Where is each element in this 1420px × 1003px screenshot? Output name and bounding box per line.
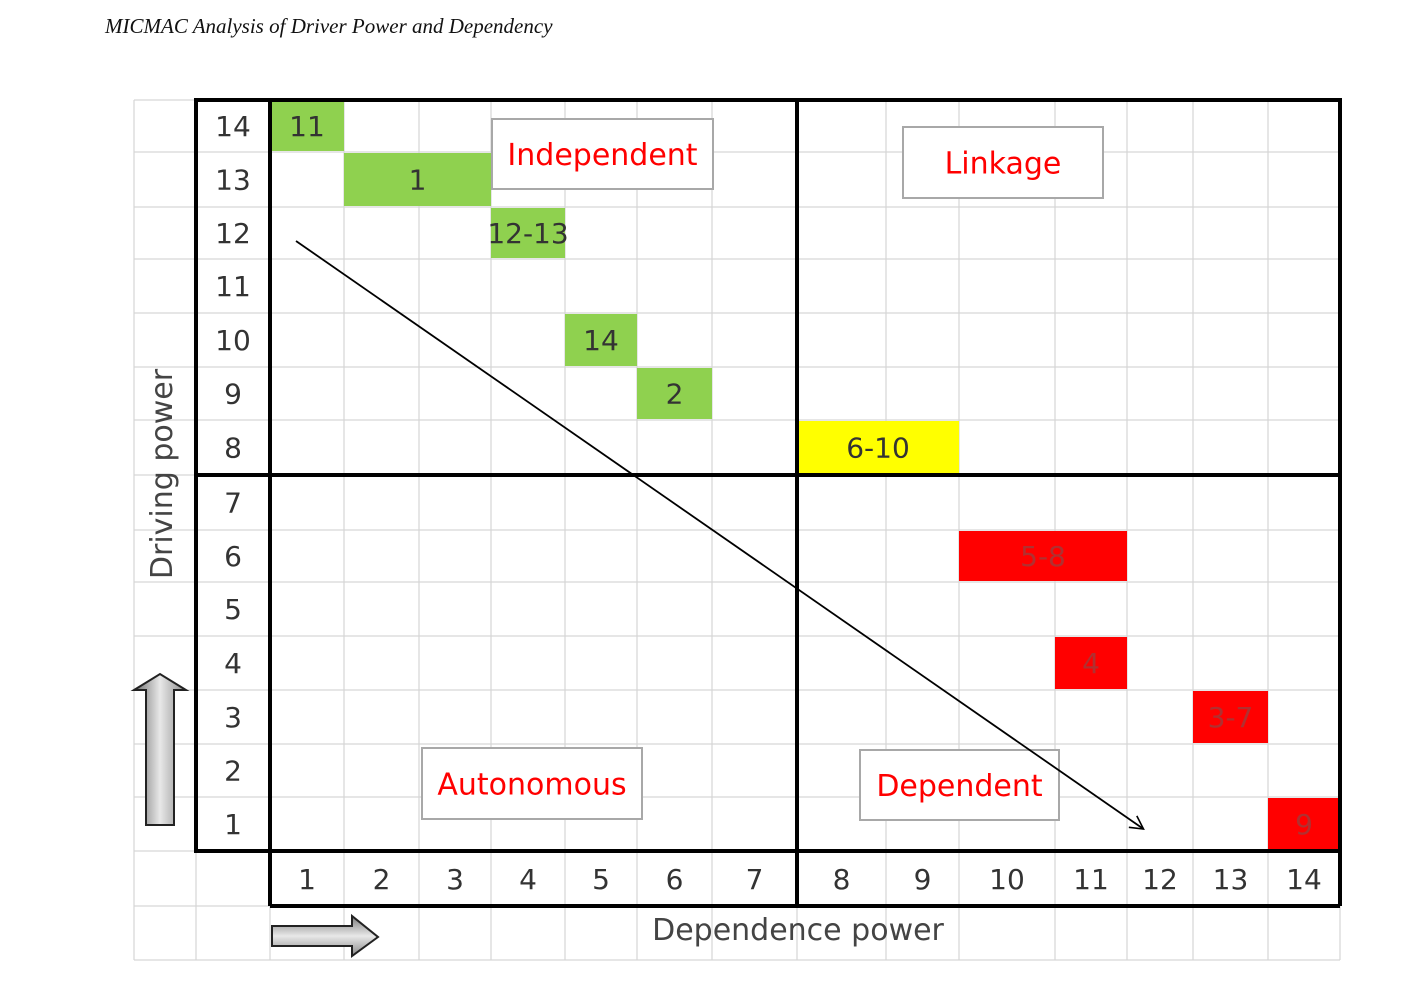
x-tick-label: 8 [833,863,851,896]
plot-frame [194,98,1342,908]
data-cell-6 [797,421,959,474]
y-tick-label: 9 [224,378,242,411]
data-cell-10 [1268,798,1340,850]
data-cell-5 [637,368,712,419]
x-tick-label: 3 [446,863,464,896]
quadrant-box-bottom-right [859,749,1060,821]
data-cell-1 [270,101,344,151]
data-cell-label-9: 3-7 [1208,701,1254,734]
y-tick-label: 4 [224,647,242,680]
x-tick-label: 4 [519,863,537,896]
quadrant-label-bottom-left: Autonomous [437,768,626,803]
grid-lines [133,99,1341,961]
quadrant-labels: Independent Linkage Autonomous Dependent [421,118,1104,821]
quadrant-label-top-right: Linkage [945,147,1062,182]
trend-arrow [295,240,1145,830]
y-tick-label: 13 [215,164,251,197]
y-tick-label: 12 [215,217,251,250]
y-axis-label: Driving power [145,368,180,579]
data-cell-2 [344,153,491,206]
data-cell-label-7: 5-8 [1020,540,1066,573]
data-cell-8 [1055,637,1127,689]
y-tick-label: 8 [224,432,242,465]
data-cell-label-8: 4 [1082,647,1100,680]
x-tick-label: 7 [746,863,764,896]
y-tick-label: 14 [215,110,251,143]
right-arrow-icon [271,913,380,958]
data-cell-7 [959,531,1127,581]
trend-arrow-line [295,240,1145,830]
y-tick-label: 3 [224,701,242,734]
data-cell-label-2: 1 [409,164,427,197]
x-tick-label: 12 [1142,863,1178,896]
y-tick-label: 1 [224,808,242,841]
x-tick-label: 1 [298,863,316,896]
y-tick-label: 10 [215,324,251,357]
data-cell-label-5: 2 [666,378,684,411]
data-cell-label-1: 11 [289,110,325,143]
y-tick-label: 6 [224,540,242,573]
data-cell-4 [565,314,637,366]
figure-caption: MICMAC Analysis of Driver Power and Depe… [105,14,553,38]
x-tick-label: 5 [592,863,610,896]
data-cell-label-3: 12-13 [487,217,568,250]
data-cell-9 [1193,691,1268,743]
y-tick-label: 7 [224,487,242,520]
data-cell-label-4: 14 [583,324,619,357]
quadrant-box-top-left [491,118,714,190]
y-tick-label: 11 [215,270,251,303]
quadrant-label-bottom-right: Dependent [876,769,1043,804]
x-axis-label: Dependence power [652,913,944,948]
x-tick-label: 6 [666,863,684,896]
y-tick-label: 2 [224,755,242,788]
x-tick-label: 2 [373,863,391,896]
quadrant-box-bottom-left [421,747,643,820]
y-tick-label: 5 [224,593,242,626]
up-arrow-icon [130,672,190,826]
x-tick-label: 10 [989,863,1025,896]
x-tick-label: 14 [1286,863,1322,896]
data-cell-3 [491,208,565,258]
x-tick-label: 13 [1213,863,1249,896]
data-cell-label-6: 6-10 [846,432,910,465]
axis-decoration: Driving power Dependence power [130,368,945,958]
x-tick-label: 11 [1073,863,1109,896]
quadrant-label-top-left: Independent [507,138,697,173]
quadrant-box-top-right [902,126,1104,199]
data-cell-label-10: 9 [1295,808,1313,841]
x-tick-label: 9 [914,863,932,896]
